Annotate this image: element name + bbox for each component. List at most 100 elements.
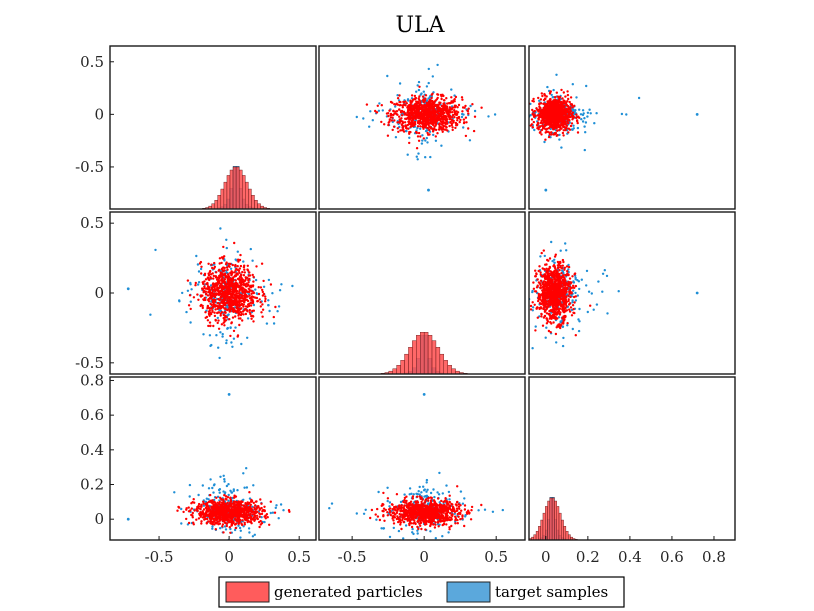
generated-hist-bar bbox=[248, 188, 252, 209]
generated-point bbox=[538, 108, 541, 111]
target-point bbox=[371, 119, 374, 122]
target-point bbox=[291, 284, 294, 288]
generated-point bbox=[557, 262, 560, 265]
target-point bbox=[254, 288, 257, 291]
generated-point bbox=[387, 114, 390, 118]
target-point bbox=[282, 509, 285, 512]
generated-point bbox=[232, 329, 236, 333]
generated-point bbox=[563, 115, 567, 118]
target-point bbox=[518, 294, 520, 296]
target-point bbox=[578, 320, 581, 323]
generated-point bbox=[257, 292, 261, 296]
generated-point bbox=[536, 114, 539, 117]
generated-point bbox=[210, 263, 213, 266]
generated-point bbox=[406, 109, 410, 113]
generated-point bbox=[539, 98, 543, 101]
generated-point bbox=[200, 265, 203, 268]
generated-point bbox=[403, 121, 407, 124]
target-point bbox=[267, 299, 270, 302]
generated-point bbox=[206, 307, 209, 310]
target-point bbox=[227, 493, 230, 497]
generated-point bbox=[550, 297, 553, 301]
target-point bbox=[552, 88, 555, 92]
target-point bbox=[277, 305, 281, 308]
generated-point bbox=[415, 109, 418, 112]
target-point bbox=[421, 134, 424, 137]
generated-point bbox=[558, 299, 561, 302]
generated-point bbox=[534, 290, 538, 293]
generated-point bbox=[237, 303, 240, 306]
generated-point bbox=[543, 308, 547, 312]
target-point bbox=[473, 109, 477, 113]
generated-point bbox=[216, 307, 219, 310]
generated-point bbox=[568, 310, 572, 313]
generated-point bbox=[248, 308, 251, 312]
generated-point bbox=[224, 307, 227, 310]
generated-point bbox=[443, 115, 446, 118]
generated-point bbox=[550, 280, 553, 283]
generated-hist-bar bbox=[238, 169, 243, 209]
generated-point bbox=[206, 283, 209, 286]
generated-point bbox=[452, 99, 455, 102]
generated-point bbox=[542, 114, 545, 118]
generated-point bbox=[408, 120, 411, 124]
generated-point bbox=[220, 271, 223, 275]
target-point bbox=[593, 122, 596, 125]
generated-point bbox=[235, 304, 238, 307]
generated-point bbox=[541, 124, 544, 127]
target-point bbox=[518, 303, 520, 305]
generated-point bbox=[411, 100, 414, 103]
target-point bbox=[189, 321, 192, 324]
generated-point bbox=[471, 103, 474, 106]
generated-point bbox=[204, 316, 207, 319]
target-point bbox=[271, 511, 275, 514]
generated-hist-bar bbox=[257, 203, 261, 209]
generated-point bbox=[220, 323, 224, 326]
generated-point bbox=[402, 130, 406, 133]
target-point bbox=[475, 113, 477, 115]
panel-r1-c2 bbox=[488, 211, 736, 375]
target-point bbox=[211, 486, 214, 490]
generated-point bbox=[414, 98, 417, 101]
generated-point bbox=[204, 278, 208, 281]
generated-point bbox=[412, 122, 416, 126]
generated-point bbox=[555, 100, 558, 103]
generated-point bbox=[542, 288, 545, 291]
generated-point bbox=[431, 92, 434, 96]
generated-point bbox=[238, 271, 241, 274]
generated-point bbox=[202, 298, 205, 301]
generated-point bbox=[558, 276, 562, 279]
target-point bbox=[582, 112, 585, 115]
target-point bbox=[488, 272, 490, 274]
target-point bbox=[368, 125, 371, 128]
generated-point bbox=[230, 273, 233, 276]
target-point bbox=[583, 117, 586, 120]
generated-point bbox=[250, 296, 253, 299]
generated-point bbox=[540, 133, 543, 136]
generated-point bbox=[558, 301, 562, 304]
generated-point bbox=[419, 112, 422, 115]
generated-point bbox=[416, 111, 420, 115]
generated-point bbox=[542, 274, 546, 277]
generated-point bbox=[393, 103, 396, 106]
generated-point bbox=[427, 106, 431, 110]
target-point bbox=[520, 100, 522, 102]
generated-point bbox=[260, 262, 264, 265]
target-point bbox=[592, 308, 595, 311]
generated-point bbox=[407, 106, 411, 109]
target-point bbox=[197, 281, 201, 284]
generated-point bbox=[391, 128, 394, 132]
generated-point bbox=[568, 288, 572, 291]
generated-point bbox=[563, 266, 567, 269]
generated-point bbox=[531, 112, 534, 116]
target-point bbox=[545, 326, 548, 329]
generated-point bbox=[557, 108, 560, 111]
generated-point bbox=[217, 287, 221, 290]
generated-point bbox=[544, 128, 548, 131]
target-point bbox=[585, 269, 589, 273]
target-point bbox=[207, 487, 211, 490]
generated-point bbox=[544, 277, 547, 280]
generated-point bbox=[540, 251, 543, 255]
generated-point bbox=[202, 291, 205, 294]
target-point bbox=[424, 139, 427, 142]
